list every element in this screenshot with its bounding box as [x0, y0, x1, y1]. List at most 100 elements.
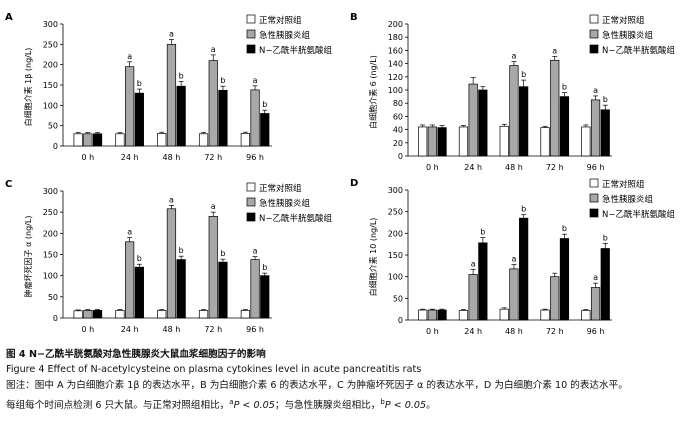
bar-nac — [260, 113, 270, 147]
panel-letter: B — [350, 12, 358, 23]
p-value-b: P < 0.05 — [384, 400, 427, 412]
y-tick-label: 200 — [388, 20, 403, 29]
x-tick-label: 96 h — [246, 153, 264, 162]
legend-label-nac: N−乙酰半胱氨酸组 — [259, 213, 332, 224]
legend-swatch-control — [589, 14, 599, 24]
y-tick-label: 150 — [43, 251, 58, 260]
bar-nac — [92, 133, 103, 147]
significance-mark-b: b — [562, 224, 567, 233]
panel-c: C 0 50 100 150 200 250 300 肿瘤坏死因子 α (ng/L) 0 h 24 … — [5, 179, 332, 334]
bar-pancreatitis — [166, 43, 177, 147]
bar-control — [499, 125, 509, 157]
bar-control — [157, 310, 167, 319]
bar-pancreatitis — [250, 259, 260, 319]
significance-mark-b: b — [220, 76, 225, 85]
significance-mark-b: b — [179, 71, 184, 80]
bar-pancreatitis — [208, 216, 218, 319]
caption-note-line2: 每组每个时间点检测 6 只大鼠。与正常对照组相比，aP < 0.05；与急性胰腺… — [6, 396, 436, 412]
significance-mark-b: b — [603, 95, 608, 104]
y-tick-label: 20 — [393, 139, 403, 148]
x-tick-label: 24 h — [121, 325, 139, 334]
y-tick-label: 100 — [43, 101, 58, 110]
y-tick-label: 60 — [393, 112, 403, 121]
legend-label-control: 正常对照组 — [602, 15, 645, 26]
bar-control — [157, 133, 167, 147]
bar-pancreatitis — [509, 268, 519, 321]
bar-control — [418, 309, 428, 321]
bar-control — [540, 309, 550, 321]
y-axis-label: 肿瘤坏死因子 α (ng/L) — [23, 216, 33, 298]
y-tick-label: 250 — [388, 208, 403, 217]
x-tick-label: 0 h — [426, 327, 439, 336]
y-tick-label: 100 — [388, 86, 403, 95]
panel-letter: A — [5, 12, 13, 23]
bar-control — [499, 308, 509, 321]
significance-mark-a: a — [169, 29, 174, 38]
bar-control — [581, 126, 591, 157]
bar-nac — [600, 248, 610, 321]
legend-swatch-control — [246, 182, 256, 192]
significance-mark-b: b — [179, 246, 184, 255]
y-axis-label: 白细胞介素 10 (ng/L) — [368, 218, 378, 297]
legend-label-pancreatitis: 急性胰腺炎组 — [602, 30, 654, 41]
y-tick-label: 40 — [393, 126, 403, 135]
significance-mark-b: b — [137, 254, 142, 263]
y-tick-label: 120 — [388, 73, 403, 82]
legend-swatch-nac — [246, 44, 256, 54]
bar-pancreatitis — [590, 99, 601, 157]
y-tick-label: 0 — [53, 142, 58, 151]
caption-note-part1: 每组每个时间点检测 6 只大鼠。与正常对照组相比， — [6, 400, 230, 412]
caption-title-en: Figure 4 Effect of N-acetylcysteine on p… — [6, 364, 422, 375]
bar-nac — [176, 259, 186, 319]
y-tick-label: 200 — [43, 61, 58, 70]
y-tick-label: 140 — [388, 60, 403, 69]
significance-mark-a: a — [471, 259, 476, 268]
significance-mark-a: a — [253, 247, 258, 256]
legend-swatch-pancreatitis — [589, 193, 599, 203]
y-axis-label: 白细胞介素 6 (ng/L) — [368, 55, 378, 129]
legend-label-pancreatitis: 急性胰腺炎组 — [259, 30, 311, 41]
bar-nac — [478, 89, 488, 157]
bar-nac — [519, 217, 529, 321]
caption-note-part2: ；与急性胰腺炎组相比， — [274, 400, 381, 412]
bar-pancreatitis — [427, 126, 437, 157]
significance-mark-b: b — [562, 83, 567, 92]
x-tick-label: 96 h — [246, 325, 264, 334]
significance-mark-b: b — [521, 70, 526, 79]
bar-nac — [218, 89, 228, 147]
bar-pancreatitis — [83, 310, 93, 319]
significance-mark-b: b — [521, 205, 526, 214]
y-tick-label: 300 — [43, 187, 58, 196]
y-tick-label: 180 — [388, 33, 403, 42]
bar-control — [73, 133, 83, 147]
x-tick-label: 24 h — [464, 163, 482, 172]
x-tick-label: 72 h — [204, 153, 222, 162]
significance-mark-a: a — [211, 45, 216, 54]
legend-label-nac: N−乙酰半胱氨酸组 — [259, 45, 332, 56]
significance-mark-b: b — [603, 233, 608, 242]
significance-mark-a: a — [511, 255, 516, 264]
x-tick-label: 48 h — [505, 163, 523, 172]
y-tick-label: 50 — [393, 294, 403, 303]
legend-swatch-pancreatitis — [246, 29, 256, 39]
y-tick-label: 0 — [53, 314, 58, 323]
x-tick-label: 72 h — [546, 327, 564, 336]
significance-mark-a: a — [552, 46, 557, 55]
bar-nac — [134, 92, 144, 147]
legend-label-control: 正常对照组 — [259, 183, 302, 194]
y-tick-label: 250 — [43, 208, 58, 217]
x-tick-label: 72 h — [546, 163, 564, 172]
bar-nac — [134, 266, 144, 319]
significance-mark-a: a — [127, 52, 132, 61]
y-tick-label: 300 — [43, 20, 58, 29]
significance-mark-a: a — [593, 273, 598, 282]
x-tick-label: 24 h — [121, 153, 139, 162]
significance-mark-b: b — [137, 79, 142, 88]
panel-d: D 0 50 100 150 200 250 300 白细胞介素 10 (ng/L) 0 h 24 … — [350, 178, 675, 336]
significance-mark-b: b — [262, 100, 267, 109]
bar-nac — [559, 238, 570, 321]
y-tick-label: 150 — [388, 251, 403, 260]
bar-control — [540, 127, 550, 157]
y-tick-label: 80 — [393, 99, 403, 108]
